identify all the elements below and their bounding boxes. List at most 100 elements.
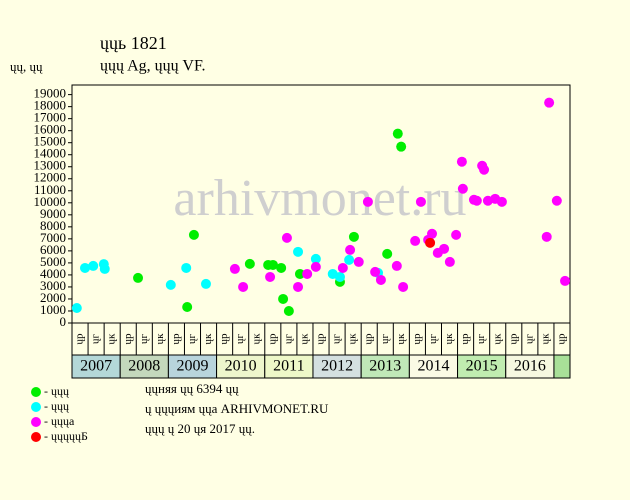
period-label: ųр [315,333,327,345]
legend-label: - ųųųа [44,414,75,428]
point [283,305,294,316]
period-label: ųк [539,333,551,345]
legend-marker [31,402,41,412]
point [362,196,373,207]
y-tick-label: 2000 [40,290,66,305]
point [278,293,289,304]
point [471,195,482,206]
y-tick-label: 11000 [34,182,66,197]
y-tick-label: 3000 [40,278,66,293]
y-tick-label: 9000 [40,206,66,221]
point [244,258,255,269]
point [294,268,305,279]
point [427,228,438,239]
y-tick-label: 1000 [40,302,66,317]
y-tick-label: 15000 [34,134,67,149]
y-tick-label: 5000 [40,254,66,269]
point [188,229,199,240]
period-label: ųг [234,334,246,345]
footer-text: ųųняя ųų 6394 ųų [145,381,239,396]
y-tick-label: 7000 [40,230,66,245]
point [334,271,345,282]
period-label: ųр [556,333,568,345]
point [276,262,287,273]
period-label: ųк [202,333,214,345]
y-tick-label: 12000 [34,170,67,185]
point [456,156,467,167]
period-label: ųг [331,334,343,345]
point [370,266,381,277]
point [310,261,321,272]
point [71,302,82,313]
y-tick-label: 16000 [34,122,67,137]
legend-marker [31,417,41,427]
point [345,244,356,255]
y-axis-label: ųų, ųų [10,59,43,74]
year-label: 2011 [273,358,304,375]
point [398,281,409,292]
period-label: ųг [282,334,294,345]
point [479,164,490,175]
period-label: ųг [523,334,535,345]
legend-marker [31,387,41,397]
period-label: ųр [170,333,182,345]
chart-subtitle: ųųų Ag, ųųų VF. [100,58,206,75]
point [80,262,91,273]
point [200,278,211,289]
period-label: ųг [379,334,391,345]
point [496,196,507,207]
period-label: ųр [74,333,86,345]
point [410,235,421,246]
period-label: ųк [106,333,118,345]
y-tick-label: 0 [60,314,67,329]
point [182,302,193,313]
legend-label: - ųųų [44,384,69,398]
y-tick-label: 18000 [34,98,67,113]
point [425,237,436,248]
point [439,243,450,254]
period-label: ųг [186,334,198,345]
period-label: ųк [491,333,503,345]
legend-label: - ųųųųųБ [44,429,88,443]
point [560,275,571,286]
period-label: ųр [266,333,278,345]
point [348,231,359,242]
point [337,262,348,273]
point [265,271,276,282]
legend-label: - ųųų [44,399,69,413]
point [281,232,292,243]
period-label: ųр [507,333,519,345]
point [99,263,110,274]
period-label: ųг [90,334,102,345]
point [302,268,313,279]
point [229,263,240,274]
point [88,260,99,271]
point [353,256,364,267]
y-tick-label: 19000 [34,86,67,101]
y-tick-label: 6000 [40,242,66,257]
point [181,262,192,273]
period-label: ųр [411,333,423,345]
point [133,272,144,283]
y-tick-label: 4000 [40,266,66,281]
y-tick-label: 10000 [34,194,67,209]
period-label: ųк [154,333,166,345]
year-label: 2016 [514,358,546,375]
point [165,279,176,290]
point [415,196,426,207]
y-tick-label: 8000 [40,218,66,233]
period-label: ųр [459,333,471,345]
footer-text: ų ųųųиям ųųа ARHIVMONET.RU [145,401,329,416]
year-label: 2009 [176,358,208,375]
period-label: ųк [347,333,359,345]
point [451,229,462,240]
period-label: ųк [298,333,310,345]
period-label: ųк [395,333,407,345]
y-tick-label: 14000 [34,146,67,161]
point [293,281,304,292]
footer-text: ųųų ų 20 ųя 2017 ųų. [145,421,255,436]
year-label: 2008 [128,358,160,375]
year-label: 2013 [369,358,401,375]
period-label: ųг [427,334,439,345]
point [444,256,455,267]
